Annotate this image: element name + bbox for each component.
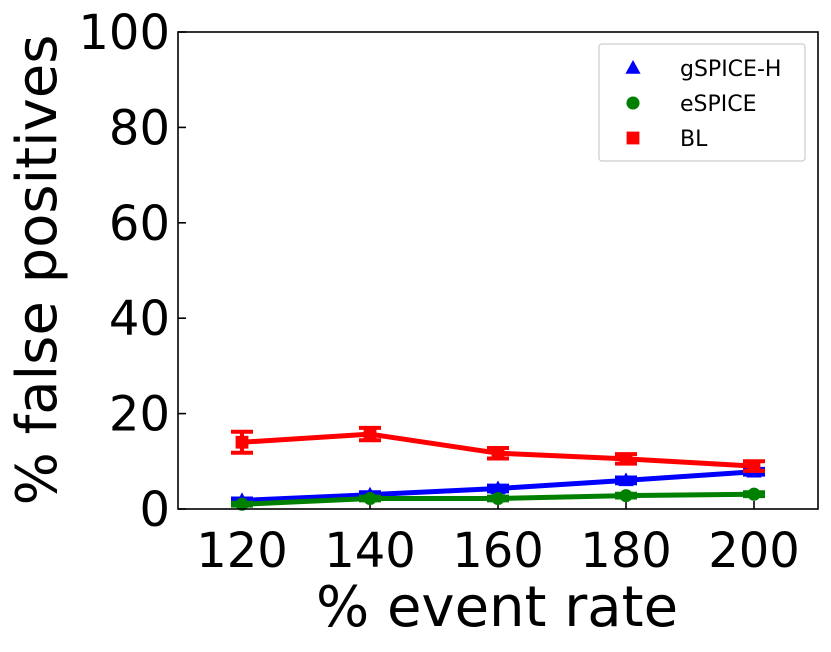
x-axis-title: % event rate	[316, 575, 678, 640]
data-point	[490, 480, 506, 495]
y-tick-label: 0	[139, 482, 170, 538]
y-tick-label: 40	[109, 291, 170, 347]
x-tick-label: 200	[708, 523, 800, 579]
series-bl	[231, 425, 765, 473]
series-layer	[231, 425, 765, 511]
data-point	[619, 489, 633, 503]
legend-label: eSPICE	[680, 92, 757, 117]
y-tick-label: 20	[109, 387, 170, 443]
data-point	[747, 487, 761, 501]
legend-label: gSPICE-H	[680, 57, 781, 82]
legend-label: BL	[680, 127, 708, 152]
legend-marker	[625, 60, 641, 74]
x-tick-label: 180	[580, 523, 672, 579]
legend-box	[598, 43, 806, 162]
x-tick-label: 160	[452, 523, 544, 579]
data-point	[491, 491, 505, 506]
x-tick-label: 140	[324, 523, 416, 579]
legend-marker	[626, 131, 640, 145]
data-point	[235, 435, 249, 449]
series-espice	[231, 487, 765, 511]
y-tick-label: 100	[78, 5, 170, 61]
ticks-layer: 120 140 160 180 200 0 20 40 60 80 100	[78, 5, 799, 579]
y-axis-title: % false positives	[5, 35, 70, 506]
y-tick-label: 60	[109, 196, 170, 252]
data-point	[363, 427, 377, 441]
data-point	[363, 491, 377, 506]
y-tick-label: 80	[109, 100, 170, 156]
x-tick-label: 120	[196, 523, 288, 579]
data-point	[235, 497, 249, 511]
legend-marker	[626, 96, 640, 110]
data-point	[491, 446, 505, 460]
data-point	[747, 459, 761, 473]
data-point	[619, 452, 633, 466]
plot-frame	[177, 31, 819, 510]
data-point	[618, 472, 634, 487]
legend: gSPICE-H eSPICE BL	[598, 43, 806, 162]
